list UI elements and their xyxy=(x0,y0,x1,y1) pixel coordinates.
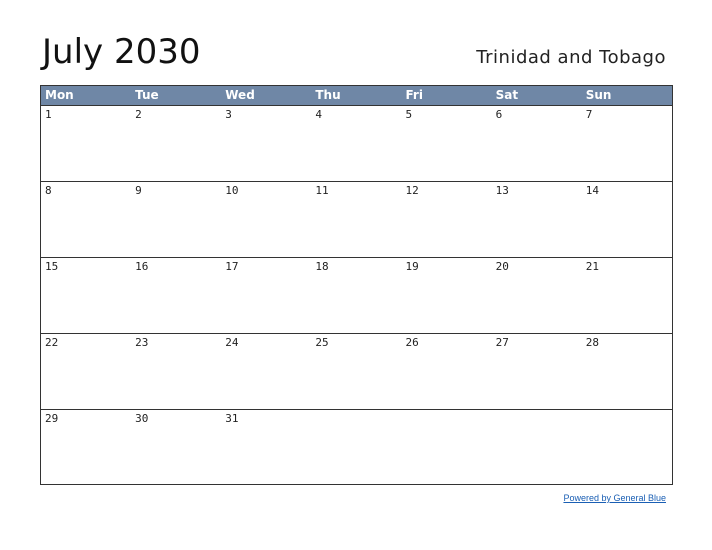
weekday: Thu xyxy=(315,88,341,102)
day-cell: 26 xyxy=(405,336,419,349)
day-cell: 16 xyxy=(135,260,149,273)
day-cell: 25 xyxy=(315,336,329,349)
day-cell: 17 xyxy=(225,260,239,273)
day-cell xyxy=(492,410,582,485)
day-cell: 9 xyxy=(135,184,142,197)
day-cell: 27 xyxy=(495,336,509,349)
day-cell: 11 xyxy=(315,184,329,197)
day-cell xyxy=(402,410,492,485)
week-row: 1 2 3 4 5 6 7 xyxy=(41,105,672,181)
day-cell: 2 xyxy=(135,108,142,121)
weekday: Sat xyxy=(495,88,519,102)
day-cell: 15 xyxy=(45,260,59,273)
weekday: Fri xyxy=(405,88,423,102)
day-cell: 21 xyxy=(585,260,599,273)
day-cell: 20 xyxy=(495,260,509,273)
week-row: 29 30 31 xyxy=(41,409,672,485)
day-cell: 24 xyxy=(225,336,239,349)
day-cell: 18 xyxy=(315,260,329,273)
day-cell: 14 xyxy=(585,184,599,197)
day-cell: 23 xyxy=(135,336,149,349)
weekday: Mon xyxy=(45,88,74,102)
day-cell: 31 xyxy=(225,412,239,425)
day-cell: 1 xyxy=(45,108,52,121)
week-row: 15 16 17 18 19 20 21 xyxy=(41,257,672,333)
day-cell xyxy=(311,410,401,485)
title: July 2030 xyxy=(42,32,201,72)
day-cell: 29 xyxy=(45,412,59,425)
weekday: Wed xyxy=(225,88,255,102)
footer-link[interactable]: Powered by General Blue xyxy=(563,493,666,503)
day-cell xyxy=(582,410,672,485)
weekday-header: Mon Tue Wed Thu Fri Sat Sun xyxy=(41,86,672,105)
day-cell: 8 xyxy=(45,184,52,197)
day-cell: 5 xyxy=(405,108,413,121)
day-cell: 4 xyxy=(315,108,322,121)
day-cell: 6 xyxy=(495,108,503,121)
day-cell: 13 xyxy=(495,184,509,197)
week-row: 22 23 24 25 26 27 28 xyxy=(41,333,672,409)
day-cell: 19 xyxy=(405,260,419,273)
day-cell: 7 xyxy=(585,108,593,121)
country: Trinidad and Tobago xyxy=(476,47,666,68)
day-cell: 30 xyxy=(135,412,149,425)
day-cell: 3 xyxy=(225,108,232,121)
day-cell: 28 xyxy=(585,336,599,349)
calendar: Mon Tue Wed Thu Fri Sat Sun 1 2 3 4 5 6 7 8 9 10 11 12 13 1… xyxy=(40,85,673,485)
day-cell: 10 xyxy=(225,184,239,197)
weekday: Sun xyxy=(585,88,612,102)
weekday: Tue xyxy=(135,88,159,102)
day-cell: 12 xyxy=(405,184,419,197)
week-row: 8 9 10 11 12 13 14 xyxy=(41,181,672,257)
day-cell: 22 xyxy=(45,336,59,349)
